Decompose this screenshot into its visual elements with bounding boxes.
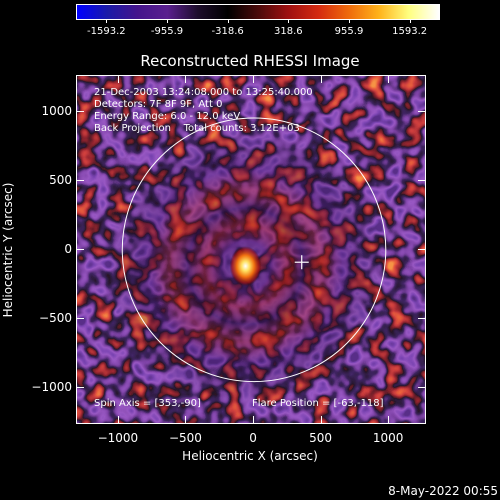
y-tick-right — [418, 386, 426, 388]
y-axis-title: Heliocentric Y (arcsec) — [1, 182, 15, 318]
colorbar-tick — [227, 19, 229, 23]
y-tick-left — [76, 386, 84, 388]
x-tick-bottom — [117, 416, 119, 424]
y-tick-right — [418, 317, 426, 319]
x-tick-top — [388, 75, 390, 83]
x-tick-bottom — [253, 416, 255, 424]
image-canvas — [77, 76, 425, 423]
colorbar-tick — [167, 19, 168, 23]
y-tick-label: 500 — [49, 172, 72, 187]
colorbar-tick-label: 955.9 — [334, 26, 364, 37]
y-tick-right — [418, 110, 426, 112]
colorbar-tick-label: 318.6 — [274, 26, 303, 37]
x-tick-bottom — [320, 416, 322, 424]
x-tick-bottom — [185, 416, 187, 424]
info-detectors: Detectors: 7F 8F 9F, Att 0 — [94, 99, 223, 110]
x-tick-top — [253, 75, 255, 83]
solar-limb-circle — [121, 117, 387, 383]
info-method-counts: Back Projection Total counts: 3.12E+03 — [94, 123, 300, 134]
spin-axis-label: Spin Axis = [353,-90] — [94, 398, 201, 409]
info-energy-range: Energy Range: 6.0 - 12.0 keV — [94, 111, 241, 122]
y-tick-right — [418, 179, 426, 181]
crosshair-marker — [294, 255, 309, 270]
colorbar-tick-label: -318.6 — [211, 26, 244, 37]
x-tick-label: 1000 — [372, 431, 404, 445]
y-tick-left — [76, 179, 84, 181]
colorbar-tick-label: -955.9 — [150, 26, 184, 37]
colorbar-tick-label: 1593.2 — [392, 26, 428, 37]
x-tick-label: −500 — [168, 431, 202, 445]
colorbar-tick — [106, 19, 108, 23]
y-tick-left — [76, 110, 84, 112]
x-tick-bottom — [388, 416, 390, 424]
y-tick-label: 0 — [64, 241, 72, 256]
plot-title: Reconstructed RHESSI Image — [140, 52, 360, 70]
x-tick-top — [185, 75, 187, 83]
y-tick-label: 1000 — [41, 103, 72, 118]
y-tick-right — [418, 248, 426, 250]
colorbar-tick — [409, 19, 411, 23]
info-time-range: 21-Dec-2003 13:24:08.000 to 13:25:40.000 — [94, 87, 313, 98]
y-tick-label: −1000 — [31, 379, 72, 394]
x-tick-top — [320, 75, 322, 83]
y-tick-left — [76, 317, 84, 319]
y-tick-left — [76, 248, 84, 250]
colorbar-tick — [288, 19, 290, 23]
x-tick-label: −1000 — [97, 431, 139, 445]
x-axis-title: Heliocentric X (arcsec) — [182, 449, 318, 463]
y-tick-label: −500 — [39, 310, 72, 325]
flare-position-label: Flare Position = [-63,-118] — [252, 398, 384, 409]
plot-date-stamp: 8-May-2022 00:55 — [388, 484, 498, 498]
colorbar-tick — [349, 19, 350, 23]
x-tick-label: 500 — [309, 431, 333, 445]
colorbar — [76, 4, 440, 20]
x-tick-label: 0 — [249, 431, 257, 445]
flare-source — [229, 246, 262, 287]
colorbar-tick-label: -1593.2 — [87, 26, 126, 37]
x-tick-top — [117, 75, 119, 83]
